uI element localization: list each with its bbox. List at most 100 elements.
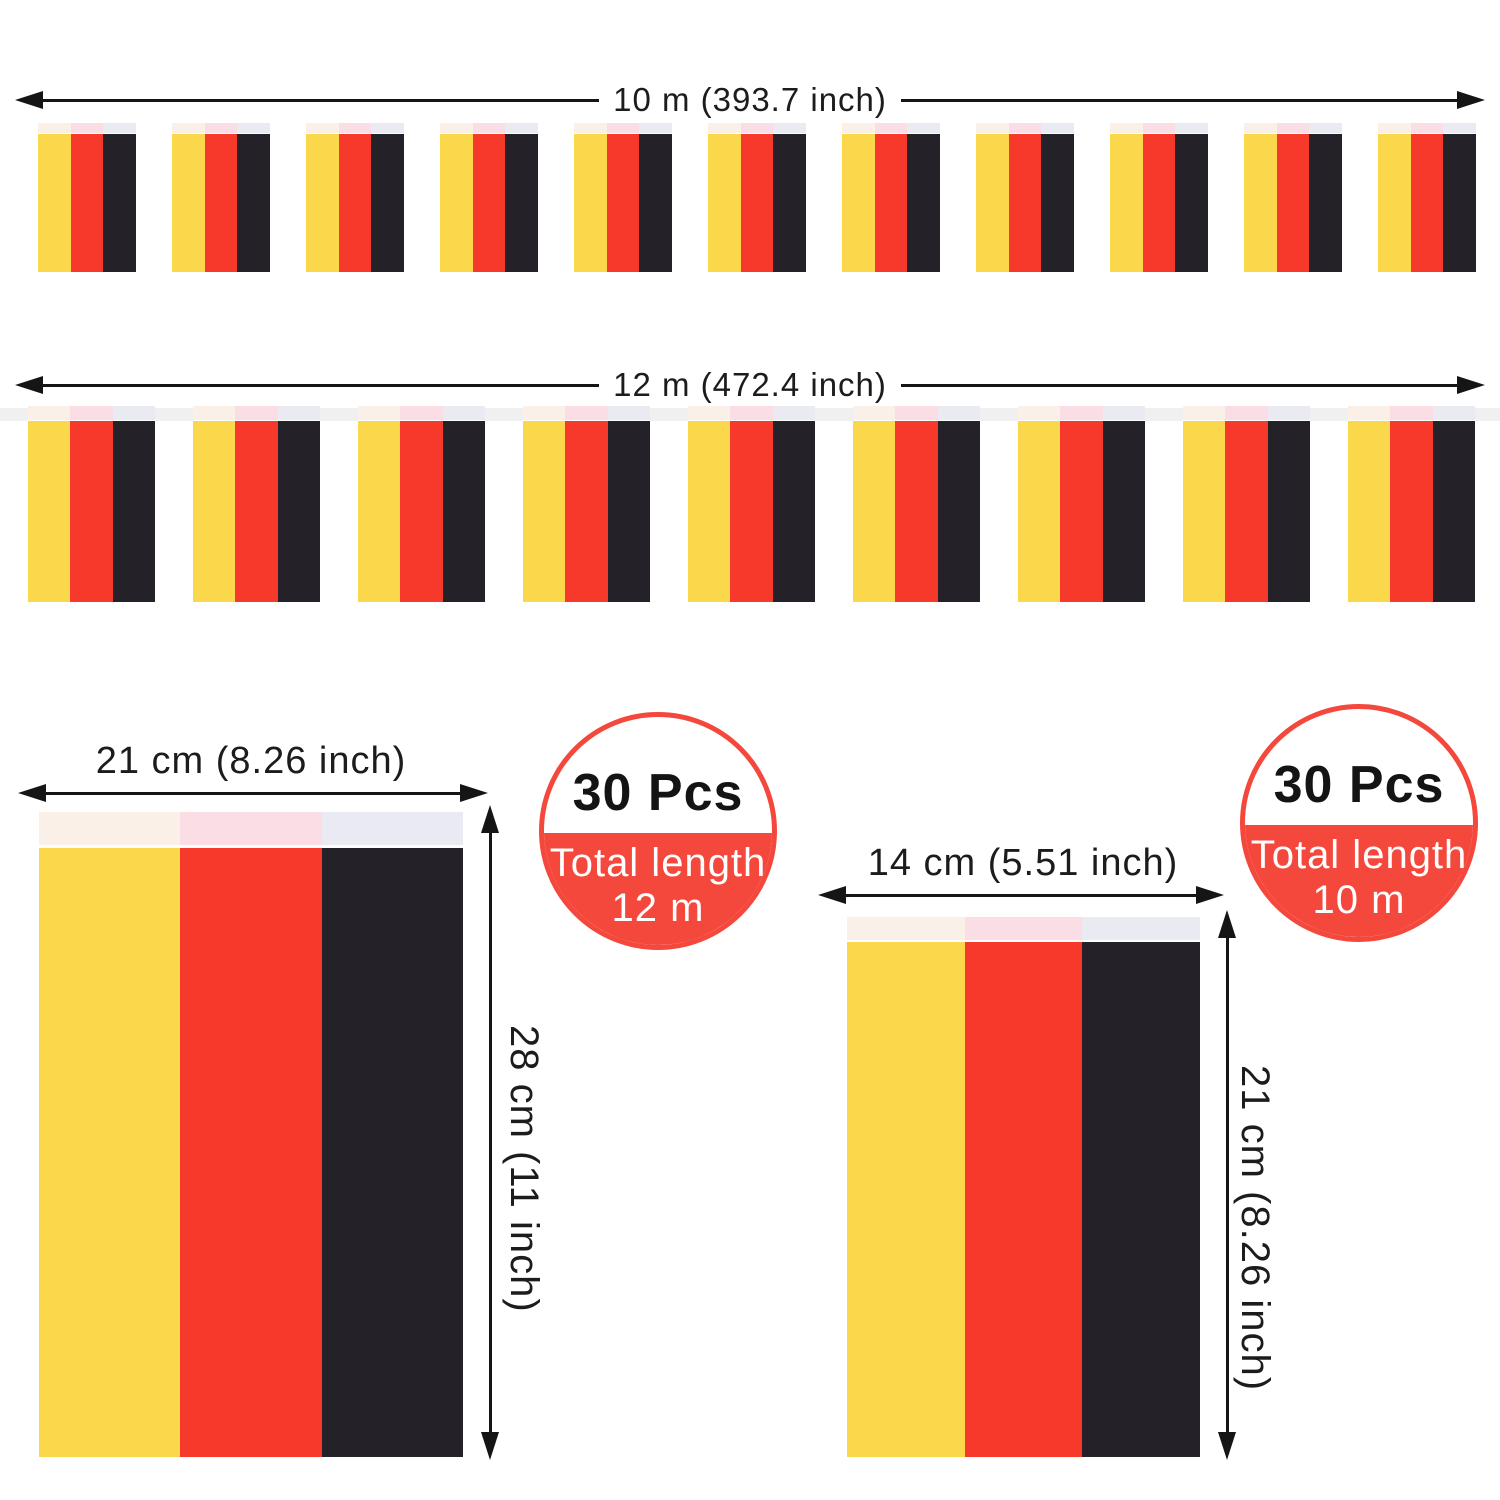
arrow-line [46,791,460,795]
flag-body [1244,134,1343,272]
flag-sleeve [842,123,941,134]
flag-body [39,848,463,1457]
sleeve-over-yellow [193,406,236,420]
arrow-line [43,383,600,387]
germany-flag-pennant [688,406,815,602]
dimension-arrow-12m: 12 m (472.4 inch) [15,366,1485,403]
arrow-line [900,98,1457,102]
stripe-red [730,421,773,602]
flag-sleeve [1110,123,1209,134]
arrow-line [488,833,492,1432]
arrowhead-right-icon [1196,886,1224,904]
arrowhead-right-icon [460,784,488,802]
germany-flag-pennant [172,123,271,272]
stripe-red [472,134,506,272]
sleeve-over-yellow [38,123,71,133]
stripe-black [277,421,320,602]
stripe-yellow [172,134,205,272]
germany-flag-pennant [28,406,155,602]
sleeve-over-red [70,123,104,133]
sleeve-over-red [895,406,938,420]
sleeve-over-black [1267,406,1310,420]
badge-total-length-line2: 12 m [611,886,705,931]
stripe-black [371,134,405,272]
badge-30pcs-12m: 30 Pcs Total length 12 m [539,712,777,950]
stripe-red [1142,134,1176,272]
germany-flag-pennant [1378,123,1477,272]
stripe-yellow [306,134,339,272]
arrowhead-right-icon [1457,376,1485,394]
banner-10m-length-label: 10 m (393.7 inch) [613,81,887,118]
flag-body [1378,134,1477,272]
arrowhead-left-icon [18,784,46,802]
flag-body [358,421,485,602]
sleeve-over-black [103,123,137,133]
sleeve-over-red [400,406,443,420]
stripe-red [895,421,938,602]
sleeve-over-black [772,406,815,420]
flag-body [842,134,941,272]
badge-total-length-line1: Total length [1250,833,1468,878]
stripe-black [237,134,271,272]
stripe-black [505,134,539,272]
flag-sleeve [1183,406,1310,421]
sleeve-over-yellow [708,123,741,133]
sleeve-over-yellow [440,123,473,133]
badge-total-length-line2: 10 m [1312,878,1406,923]
stripe-black [1082,942,1201,1457]
flag-sleeve [193,406,320,421]
sleeve-over-red [70,406,113,420]
sleeve-over-black [237,123,271,133]
stripe-yellow [193,421,236,602]
germany-flag-pennant [306,123,405,272]
arrow-line [43,98,600,102]
arrowhead-left-icon [818,886,846,904]
germany-flag-pennant [853,406,980,602]
sleeve-over-black [277,406,320,420]
sleeve-over-yellow [574,123,607,133]
stripe-yellow [1110,134,1143,272]
stripe-yellow [440,134,473,272]
flag-sleeve [440,123,539,134]
flag-body [172,134,271,272]
arrowhead-down-icon [481,1432,499,1460]
sleeve-over-red [338,123,372,133]
stripe-red [874,134,908,272]
sleeve-over-yellow [1110,123,1143,133]
flag-large-height-arrow [481,805,499,1460]
stripe-yellow [1378,134,1411,272]
banner-10m-flag-string [38,123,1477,272]
flag-body [440,134,539,272]
stripe-black [1432,421,1475,602]
stripe-red [565,421,608,602]
flag-body [1348,421,1475,602]
sleeve-over-red [204,123,238,133]
sleeve-over-red [1142,123,1176,133]
sleeve-over-red [1008,123,1042,133]
stripe-black [1102,421,1145,602]
germany-flag-pennant [1110,123,1209,272]
stripe-red [180,848,322,1457]
flag-body [976,134,1075,272]
germany-flag-large [39,812,463,1457]
stripe-black [1309,134,1343,272]
stripe-yellow [574,134,607,272]
stripe-yellow [358,421,401,602]
stripe-red [70,421,113,602]
stripe-black [639,134,673,272]
sleeve-over-red [1410,123,1444,133]
stripe-red [1410,134,1444,272]
stripe-black [607,421,650,602]
sleeve-over-red [606,123,640,133]
sleeve-over-yellow [847,917,965,940]
badge-pcs-label: 30 Pcs [572,764,744,823]
flag-sleeve [976,123,1075,134]
flag-sleeve [1348,406,1475,421]
flag-body [708,134,807,272]
flag-sleeve [38,123,137,134]
sleeve-over-red [235,406,278,420]
flag-body [193,421,320,602]
stripe-red [740,134,774,272]
sleeve-over-black [1082,917,1201,940]
stripe-red [1060,421,1103,602]
